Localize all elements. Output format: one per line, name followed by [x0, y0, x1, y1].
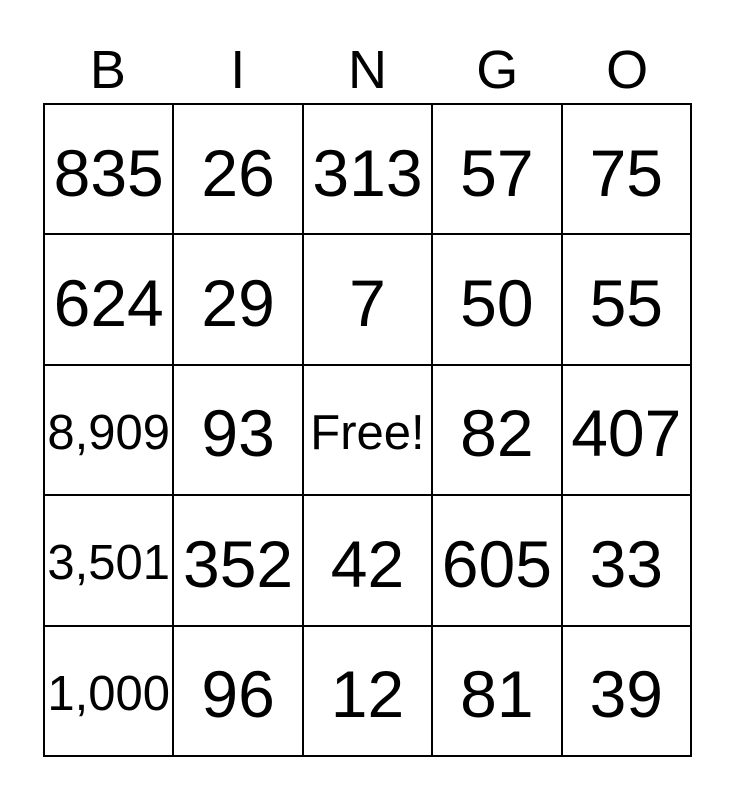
bingo-cell[interactable]: 93: [172, 363, 304, 497]
bingo-card-grid: 835 26 313 57 75 624 29 7 50 55 8,909 93…: [42, 102, 693, 758]
bingo-header-letter-n: N: [347, 40, 387, 100]
bingo-cell[interactable]: 29: [172, 233, 304, 366]
bingo-row: 624 29 7 50 55: [42, 233, 693, 366]
bingo-row: 3,501 352 42 605 33: [42, 494, 693, 627]
free-cell[interactable]: Free!: [301, 363, 434, 497]
bingo-cell[interactable]: 55: [560, 233, 693, 366]
bingo-cell[interactable]: 1,000: [42, 624, 175, 758]
bingo-cell[interactable]: 3,501: [42, 494, 175, 627]
bingo-cell[interactable]: 39: [560, 624, 693, 758]
bingo-row: 8,909 93 Free! 82 407: [42, 363, 693, 497]
bingo-cell[interactable]: 81: [431, 624, 563, 758]
bingo-cell[interactable]: 26: [172, 102, 304, 236]
bingo-cell[interactable]: 8,909: [42, 363, 175, 497]
bingo-cell[interactable]: 352: [172, 494, 304, 627]
bingo-header-letter-g: G: [476, 40, 519, 100]
bingo-cell[interactable]: 75: [560, 102, 693, 236]
bingo-cell[interactable]: 96: [172, 624, 304, 758]
bingo-cell[interactable]: 7: [301, 233, 434, 366]
bingo-header-letter-b: B: [89, 40, 126, 100]
bingo-cell[interactable]: 835: [42, 102, 175, 236]
bingo-cell[interactable]: 605: [431, 494, 563, 627]
bingo-header: B I N G O: [43, 28, 692, 103]
bingo-row: 835 26 313 57 75: [42, 102, 693, 236]
bingo-row: 1,000 96 12 81 39: [42, 624, 693, 758]
bingo-cell[interactable]: 42: [301, 494, 434, 627]
bingo-header-letter-i: I: [230, 40, 246, 100]
bingo-cell[interactable]: 313: [301, 102, 434, 236]
bingo-cell[interactable]: 50: [431, 233, 563, 366]
bingo-cell[interactable]: 33: [560, 494, 693, 627]
bingo-cell[interactable]: 82: [431, 363, 563, 497]
bingo-cell[interactable]: 624: [42, 233, 175, 366]
bingo-header-letter-o: O: [606, 40, 649, 100]
bingo-cell[interactable]: 57: [431, 102, 563, 236]
bingo-cell[interactable]: 12: [301, 624, 434, 758]
bingo-cell[interactable]: 407: [560, 363, 693, 497]
